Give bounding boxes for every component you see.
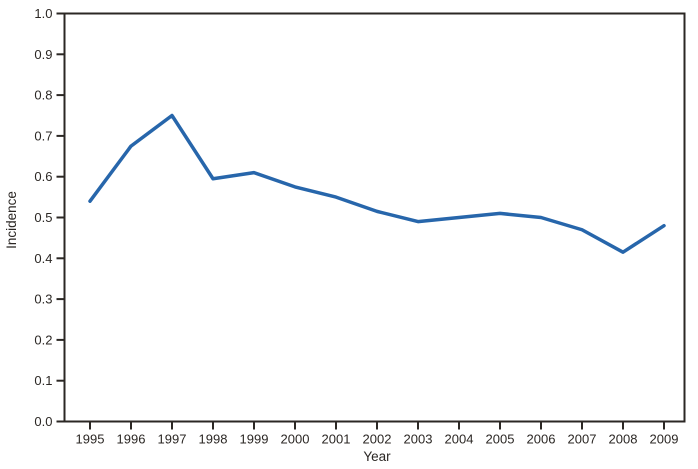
y-tick-label: 0.5 xyxy=(34,210,52,225)
y-tick-label: 0.3 xyxy=(34,292,52,307)
x-tick-label: 1995 xyxy=(76,432,105,447)
y-tick-label: 0.2 xyxy=(34,332,52,347)
x-tick-label: 2006 xyxy=(527,432,556,447)
x-tick-label: 2002 xyxy=(363,432,392,447)
incidence-line xyxy=(88,113,666,254)
x-tick-label: 1996 xyxy=(117,432,146,447)
x-tick-label: 1997 xyxy=(158,432,187,447)
x-tick-label: 1998 xyxy=(199,432,228,447)
y-tick-label: 0.9 xyxy=(34,47,52,62)
y-axis-title: Incidence xyxy=(4,191,19,249)
x-tick-label: 2004 xyxy=(445,432,474,447)
x-axis-title: Year xyxy=(363,449,391,464)
plot-border xyxy=(63,12,686,423)
x-tick-label: 2001 xyxy=(322,432,351,447)
y-tick-label: 0.8 xyxy=(34,88,52,103)
x-tick-label: 1999 xyxy=(240,432,269,447)
y-tick-label: 1.0 xyxy=(34,6,52,21)
x-tick-label: 2009 xyxy=(650,432,679,447)
x-tick-label: 2003 xyxy=(404,432,433,447)
y-tick-label: 0.1 xyxy=(34,373,52,388)
x-tick-label: 2007 xyxy=(568,432,597,447)
x-tick-label: 2005 xyxy=(486,432,515,447)
y-tick-label: 0.4 xyxy=(34,251,52,266)
y-tick-label: 0.7 xyxy=(34,128,52,143)
y-tick-label: 0.6 xyxy=(34,169,52,184)
x-tick-label: 2000 xyxy=(281,432,310,447)
y-tick-label: 0.0 xyxy=(34,414,52,429)
x-tick-label: 2008 xyxy=(609,432,638,447)
